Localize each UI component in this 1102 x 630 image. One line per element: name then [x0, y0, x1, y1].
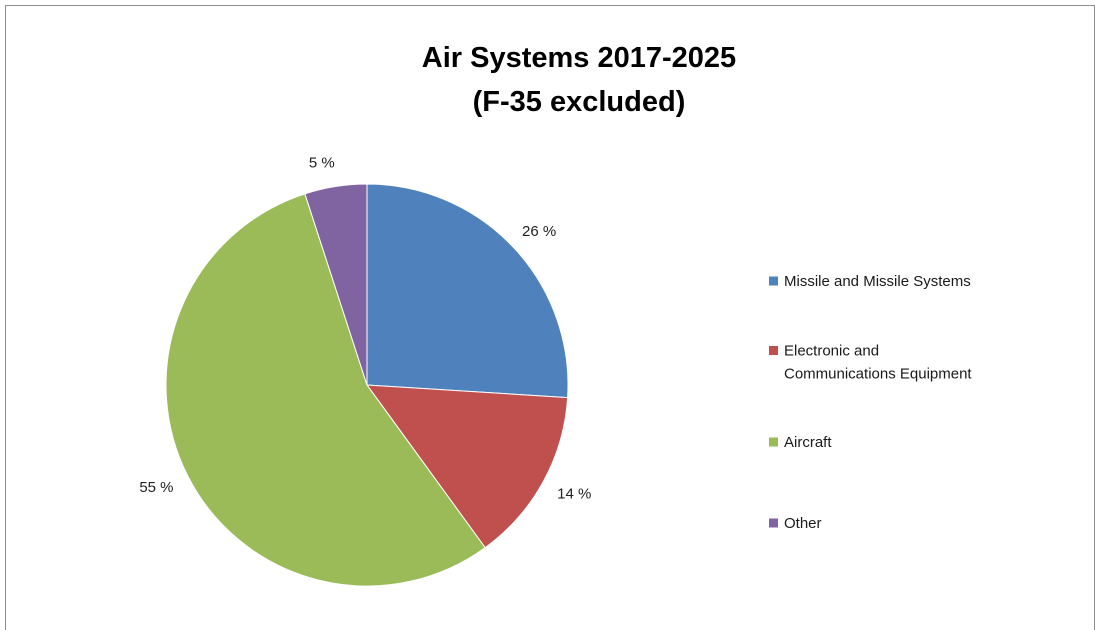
legend: Missile and Missile Systems Electronic an…: [769, 273, 972, 532]
legend-label-0-line-0: Missile and Missile Systems: [784, 273, 971, 290]
chart-title: Air Systems 2017-2025 (F-35 excluded): [422, 42, 736, 118]
pie-slice-3: [304, 183, 368, 386]
data-labels: 26 % 14 % 55 % 5 %: [139, 155, 591, 503]
legend-label-1-line-1: Communications Equipment: [784, 366, 972, 383]
chart-title-line-2: (F-35 excluded): [473, 86, 686, 118]
legend-swatch-2: [769, 437, 778, 447]
legend-swatch-1: [769, 346, 778, 355]
data-label-2: 55 %: [139, 479, 173, 496]
pie-slices: [165, 183, 569, 587]
pie-slice-1: [365, 384, 569, 549]
data-label-1: 14 %: [557, 485, 591, 502]
legend-label-1-line-0: Electronic and: [784, 343, 879, 360]
pie-slice-0: [366, 183, 569, 399]
legend-swatch-0: [769, 276, 778, 286]
data-label-0: 26 %: [522, 223, 556, 240]
pie-slice-2: [165, 193, 486, 587]
legend-swatch-3: [769, 518, 778, 528]
data-label-3: 5 %: [309, 155, 335, 172]
legend-label-3-line-0: Other: [784, 515, 822, 532]
chart-title-line-1: Air Systems 2017-2025: [422, 42, 736, 74]
legend-label-2-line-0: Aircraft: [784, 434, 832, 451]
